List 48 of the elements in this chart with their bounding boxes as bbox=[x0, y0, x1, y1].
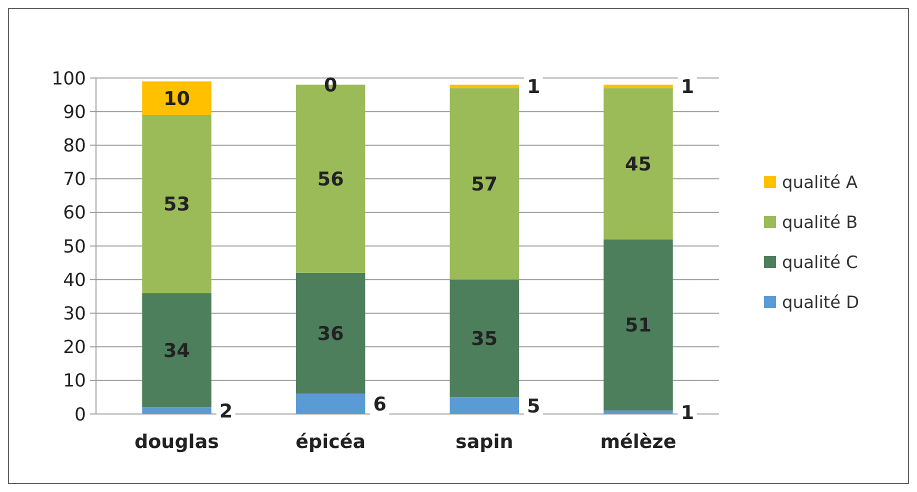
data-label: 51 bbox=[625, 314, 652, 337]
y-tick-label: 50 bbox=[63, 236, 86, 258]
data-label: 34 bbox=[164, 340, 190, 362]
x-tick-label: épicéa bbox=[296, 431, 366, 453]
legend-label: qualité C bbox=[782, 252, 858, 273]
data-label: 2 bbox=[219, 400, 233, 422]
data-label: 6 bbox=[373, 394, 386, 416]
bar bbox=[604, 84, 673, 88]
x-tick-label: douglas bbox=[134, 431, 219, 453]
data-label: 36 bbox=[317, 323, 344, 346]
bar bbox=[296, 394, 366, 414]
bar bbox=[450, 88, 520, 280]
bar bbox=[604, 88, 673, 240]
y-tick-label: 70 bbox=[63, 169, 86, 190]
x-tick-label: mélèze bbox=[600, 431, 676, 453]
data-label: 57 bbox=[471, 173, 498, 196]
bar bbox=[142, 114, 212, 294]
x-tick-label: sapin bbox=[456, 431, 514, 453]
legend-label: qualité A bbox=[782, 172, 858, 193]
data-label: 45 bbox=[625, 153, 652, 176]
y-tick-label: 80 bbox=[63, 136, 86, 156]
data-label: 53 bbox=[164, 194, 190, 216]
bar bbox=[142, 407, 212, 414]
legend-label: qualité B bbox=[782, 212, 858, 233]
bar bbox=[296, 272, 366, 394]
data-label: 1 bbox=[527, 76, 540, 98]
y-tick-label: 10 bbox=[63, 370, 86, 392]
bar bbox=[142, 293, 212, 408]
data-label: 5 bbox=[527, 395, 540, 418]
y-tick-label: 90 bbox=[63, 102, 86, 123]
y-tick-label: 0 bbox=[74, 404, 86, 426]
bar bbox=[142, 81, 212, 115]
y-tick-label: 20 bbox=[63, 337, 86, 358]
y-tick-label: 60 bbox=[63, 202, 86, 224]
y-tick-label: 30 bbox=[63, 304, 86, 324]
bar bbox=[604, 239, 673, 411]
data-label: 1 bbox=[680, 76, 694, 98]
data-label: 10 bbox=[164, 88, 190, 110]
data-label: 35 bbox=[471, 328, 498, 350]
bar bbox=[604, 410, 673, 414]
data-label: 1 bbox=[680, 402, 694, 424]
y-tick-label: 40 bbox=[63, 270, 86, 291]
legend-label: qualité D bbox=[782, 292, 860, 313]
bar bbox=[450, 397, 520, 414]
bar bbox=[450, 84, 520, 88]
y-tick-label: 100 bbox=[52, 68, 86, 90]
data-label: 56 bbox=[317, 168, 344, 190]
bar bbox=[450, 280, 520, 398]
